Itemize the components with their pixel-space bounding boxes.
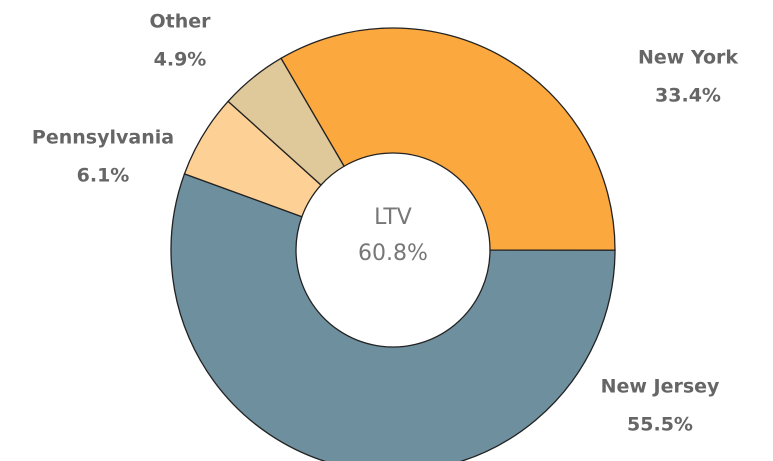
slice-value: 6.1% bbox=[77, 165, 130, 187]
slice-name: Pennsylvania bbox=[32, 127, 174, 149]
slice-name: New York bbox=[638, 47, 738, 69]
donut-slice bbox=[170, 173, 616, 461]
slice-name: Other bbox=[149, 11, 211, 33]
center-value: 60.8% bbox=[358, 241, 428, 266]
donut-slice bbox=[227, 57, 345, 186]
slice-value: 55.5% bbox=[627, 414, 693, 436]
slice-value: 4.9% bbox=[154, 49, 207, 71]
slice-value: 33.4% bbox=[655, 85, 721, 107]
center-label: LTV bbox=[374, 205, 412, 230]
donut-slice bbox=[280, 27, 616, 251]
slice-name: New Jersey bbox=[601, 376, 720, 398]
